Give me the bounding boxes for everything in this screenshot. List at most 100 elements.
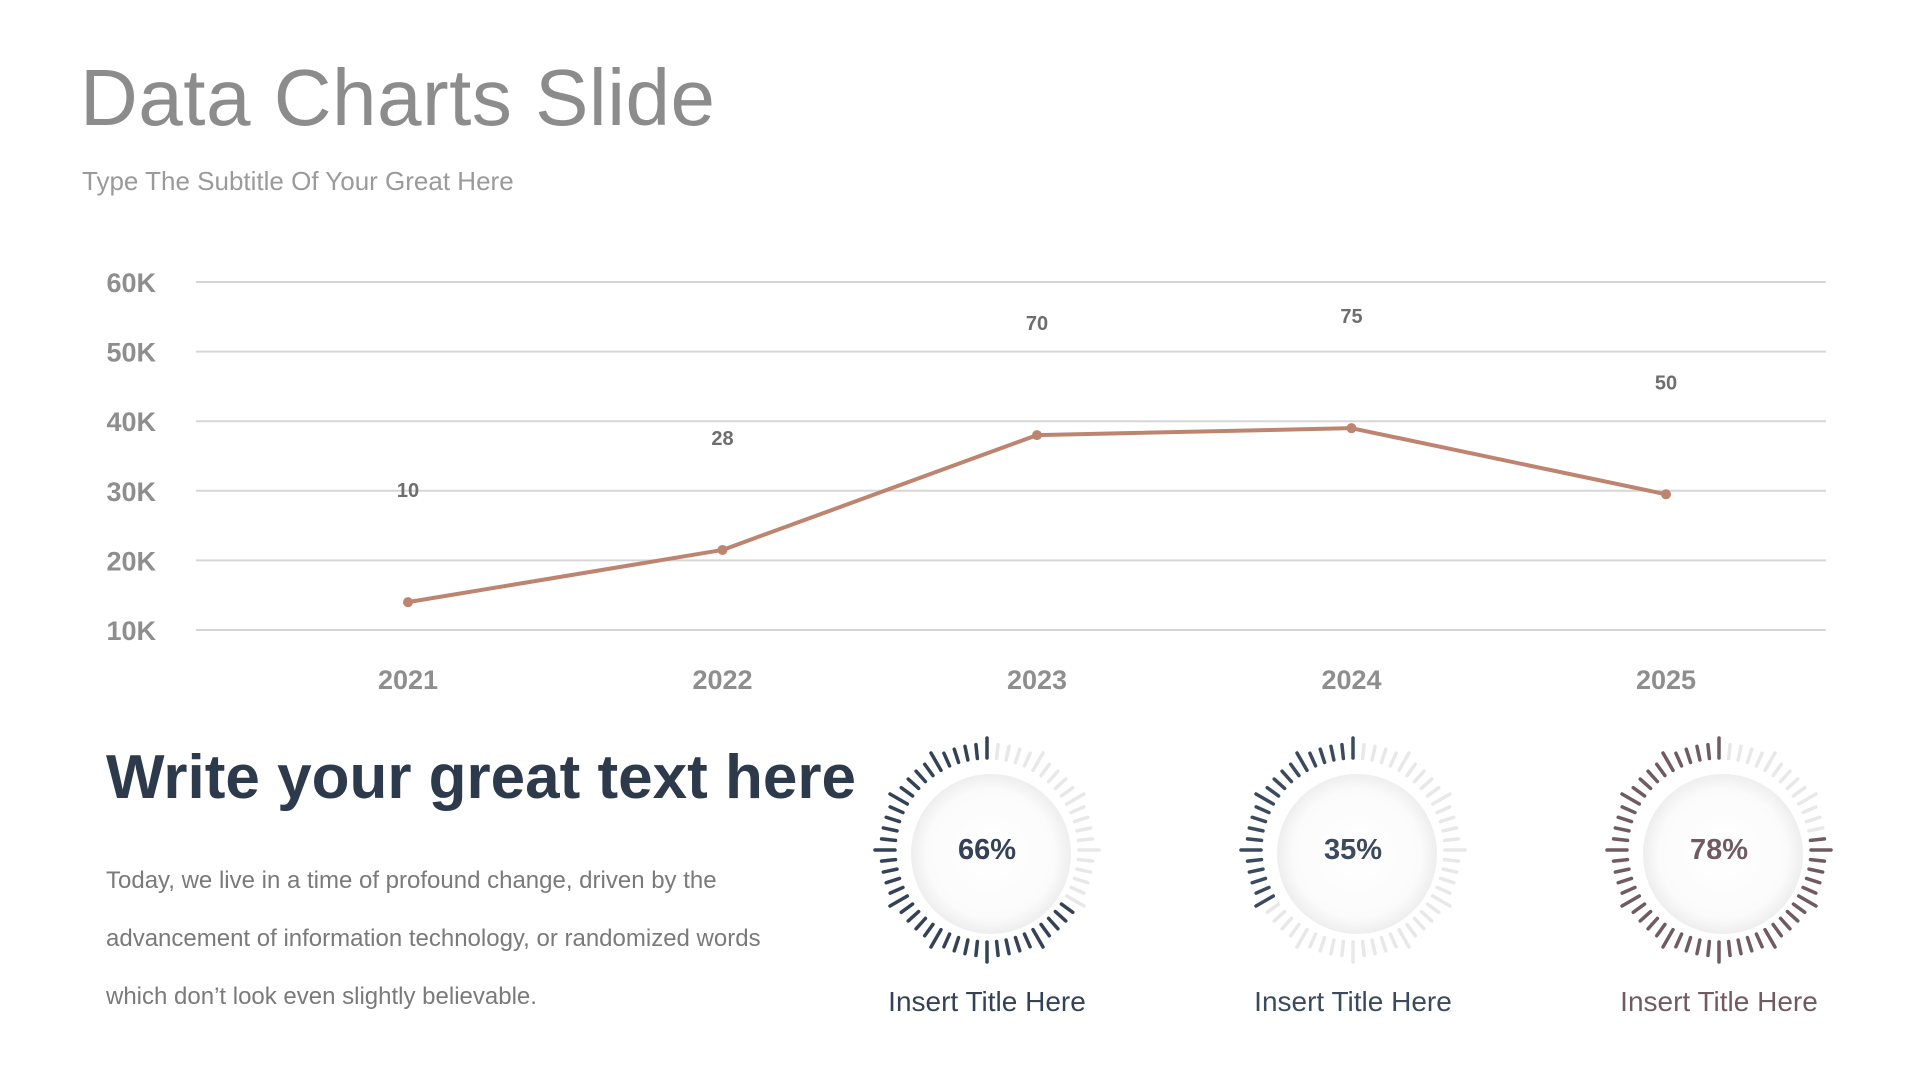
gauge-tick [1069,805,1086,815]
gauge-2-value: 35% [1323,833,1383,866]
x-tick-label: 2021 [378,665,438,695]
gauge-tick [1791,785,1807,798]
gauge-tick [1039,762,1052,778]
gauge-tick [1808,837,1827,843]
gauge-tick [1695,938,1702,956]
gauge-tick [963,938,970,956]
gauge-tick [1425,785,1441,798]
gauge-tick [1425,902,1441,915]
gauge-tick [1329,744,1336,762]
gauge-tick [1430,894,1452,908]
gauge-tick [884,815,902,824]
gauge-2: 35% Insert Title Here [1233,730,1473,1018]
gauge-tick [1405,762,1418,778]
slide-subtitle: Type The Subtitle Of Your Great Here [82,166,514,196]
gauge-tick [1370,938,1377,956]
data-point [1032,430,1042,441]
gauge-tick [1308,932,1318,949]
gauge-1-value: 66% [957,833,1017,866]
gauge-tick [1412,769,1426,784]
data-point [1346,423,1357,434]
gauge-tick [1430,792,1452,806]
gauge-tick [1736,744,1743,762]
x-tick-label: 2022 [692,665,752,695]
gauge-tick [914,916,928,931]
gauge-tick [1280,769,1294,784]
gauge-tick [1745,747,1754,765]
gauge-tick [1796,894,1818,908]
gauge-tick [1013,747,1022,765]
gauge-tick [1397,751,1411,773]
gauge-tick [1329,938,1336,956]
gauge-tick [1438,815,1456,824]
gauge-tick [881,826,899,833]
gauge-tick [1791,902,1807,915]
data-point [717,544,728,555]
gauge-tick [1288,762,1301,778]
gauge-tick [1646,916,1660,931]
data-label: 10 [397,480,419,502]
gauge-tick [1771,922,1784,938]
gauge-tick [1419,777,1434,791]
data-label: 28 [711,428,733,450]
gauge-tick [1272,909,1287,923]
gauge-tick [1754,751,1764,768]
gauge-tick [1064,792,1086,806]
gauge-tick [1631,902,1647,915]
x-tick-label: 2024 [1321,665,1381,695]
gauge-tick [1388,932,1398,949]
data-label: 50 [1655,372,1677,394]
series-line [406,426,1668,605]
text-headline: Write your great text here [106,743,856,812]
gauge-tick [1254,792,1276,806]
x-tick-label: 2023 [1007,665,1067,695]
gauge-tick [1771,762,1784,778]
gauge-tick [1796,792,1818,806]
gauge-tick [1308,751,1318,768]
gauge-tick [1254,885,1271,895]
gauge-tick [922,922,935,938]
gauge-tick [1247,826,1265,833]
y-tick-label: 40K [106,407,156,437]
gauge-tick [1076,857,1095,863]
gauge-tick [1441,826,1459,833]
gauge-tick [1318,935,1327,953]
gauge-tick [1638,777,1653,791]
gauge-tick [1435,885,1452,895]
gauge-tick [1318,747,1327,765]
gauge-tick [1613,867,1631,874]
gauge-tick [1405,922,1418,938]
gauge-tick [1022,932,1032,949]
gauge-tick [1053,777,1068,791]
gauge-tick [1072,815,1090,824]
gauge-tick [1053,909,1068,923]
gauge-tick [879,857,898,863]
gauge-disc [911,774,1071,934]
gauge-tick [1726,742,1732,761]
gauge-tick [1245,837,1264,843]
gauge-tick [1272,777,1287,791]
gauge-tick [1613,826,1631,833]
gauge-tick [1412,916,1426,931]
data-label: 75 [1340,306,1362,328]
gauge-tick [888,894,910,908]
gauge-tick [1295,927,1309,949]
gauge-tick [1620,792,1642,806]
gauge-tick [906,909,921,923]
gauge-tick [888,805,905,815]
gauge-1: 66% Insert Title Here [867,730,1107,1018]
gauge-3: 78% Insert Title Here [1599,730,1839,1018]
gauge-tick [1397,927,1411,949]
gauge-tick [1631,785,1647,798]
gauge-tick [929,751,943,773]
gauge-tick [1046,769,1060,784]
gauge-3-value: 78% [1689,833,1749,866]
gauge-tick [1295,751,1309,773]
gauge-tick [922,762,935,778]
gauge-tick [1726,939,1732,958]
gauge-tick [1046,916,1060,931]
gauge-tick [1745,935,1754,953]
gauge-tick [1013,935,1022,953]
gauge-tick [888,792,910,806]
gauge-tick [994,939,1000,958]
